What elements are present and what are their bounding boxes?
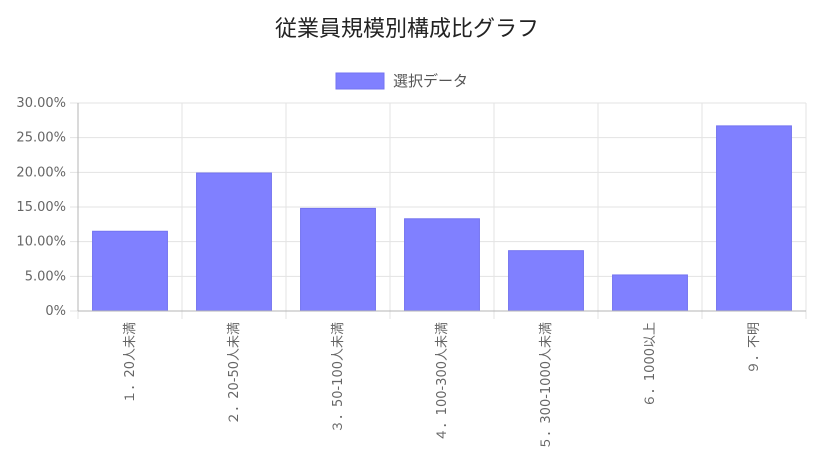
axes	[77, 103, 806, 312]
y-tick-label: 5.00%	[25, 269, 66, 284]
y-tick-label: 0%	[45, 304, 66, 319]
y-tick-label: 15.00%	[16, 200, 66, 215]
x-category-label: ９．不明	[747, 322, 762, 374]
bar[interactable]	[404, 218, 480, 312]
legend-swatch	[335, 72, 385, 90]
bars	[92, 125, 792, 312]
x-category-label: ４．100-300人未満	[435, 322, 450, 441]
bar[interactable]	[300, 207, 376, 312]
bar[interactable]	[716, 125, 792, 312]
y-tick-label: 20.00%	[16, 165, 66, 180]
x-category-label: ３．50-100人未満	[331, 322, 346, 433]
grid-lines	[70, 102, 807, 319]
x-category-label: ２．20-50人未満	[227, 322, 242, 425]
legend-label: 選択データ	[393, 72, 468, 90]
bar[interactable]	[508, 250, 584, 312]
y-tick-label: 10.00%	[16, 235, 66, 250]
y-axis-ticks: 0% 5.00% 10.00% 15.00% 20.00% 25.00% 30.00%	[16, 96, 66, 319]
bar[interactable]	[612, 274, 688, 312]
y-tick-label: 25.00%	[16, 131, 66, 146]
x-axis-categories: １．20人未満 ２．20-50人未満 ３．50-100人未満 ４．100-300人未満…	[123, 322, 762, 450]
legend[interactable]: 選択データ	[335, 72, 468, 90]
bar[interactable]	[92, 230, 168, 312]
y-tick-label: 30.00%	[16, 96, 66, 111]
bar[interactable]	[196, 172, 272, 312]
x-category-label: １．20人未満	[123, 322, 138, 404]
x-category-label: ５．300-1000人未満	[539, 322, 554, 450]
x-category-label: ６．1000以上	[643, 322, 658, 407]
chart-title: 従業員規模別構成比グラフ	[275, 17, 539, 42]
